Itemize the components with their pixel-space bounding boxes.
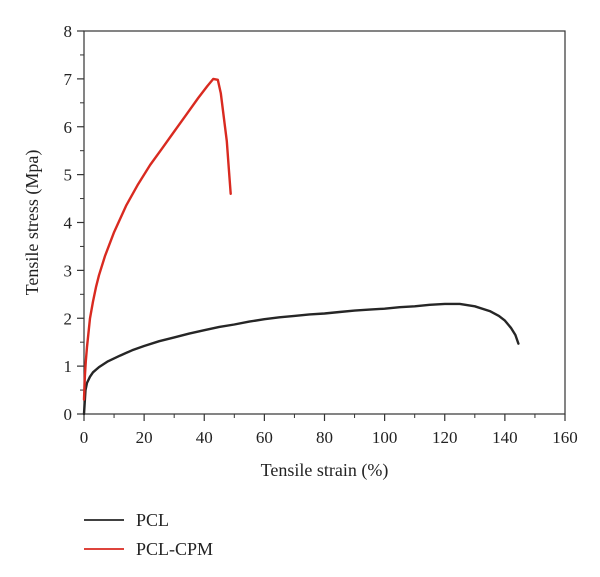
- axes-layer: [83, 30, 566, 415]
- x-tick-label: 120: [432, 428, 458, 447]
- x-tick-label: 0: [80, 428, 89, 447]
- y-tick-label: 5: [64, 166, 73, 185]
- x-axis-title: Tensile strain (%): [261, 460, 389, 481]
- y-tick-label: 7: [64, 70, 73, 89]
- y-tick-label: 1: [64, 357, 73, 376]
- y-tick-label: 3: [64, 261, 73, 280]
- y-tick-label: 4: [64, 214, 73, 233]
- y-tick-label: 8: [64, 22, 73, 41]
- plot-frame: [83, 30, 566, 415]
- x-tick-label: 60: [256, 428, 273, 447]
- series-line-pcl-cpm: [82, 77, 232, 401]
- legend: PCL PCL-CPM: [84, 510, 213, 559]
- x-tick-label: 100: [372, 428, 398, 447]
- legend-label: PCL-CPM: [136, 539, 213, 559]
- y-axis-title: Tensile stress (Mpa): [22, 150, 43, 296]
- x-tick-label: 40: [196, 428, 213, 447]
- x-tick-label: 140: [492, 428, 518, 447]
- x-tick-label: 80: [316, 428, 333, 447]
- y-tick-label: 6: [64, 118, 73, 137]
- ticks-layer: 0 20 40 60 80 100 120 140 160 0 1 2 3 4 5 6 7 8: [64, 22, 578, 447]
- series-layer: [82, 77, 520, 416]
- x-tick-label: 160: [552, 428, 578, 447]
- y-tick-label: 2: [64, 309, 73, 328]
- legend-label: PCL: [136, 510, 169, 530]
- y-tick-label: 0: [64, 405, 73, 424]
- x-tick-label: 20: [136, 428, 153, 447]
- series-line-pcl: [82, 302, 520, 416]
